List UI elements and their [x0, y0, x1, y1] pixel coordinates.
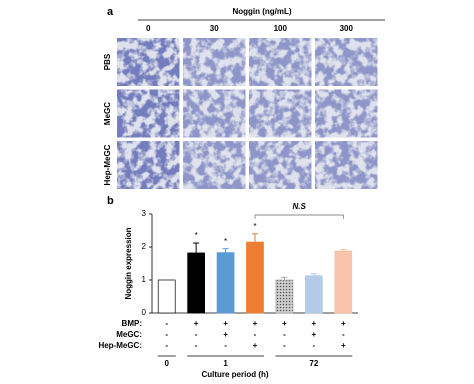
micrograph-stain — [117, 89, 180, 138]
condition-value: + — [223, 319, 228, 328]
condition-value: - — [165, 341, 168, 350]
micrograph-stain — [183, 38, 246, 86]
bar — [275, 279, 294, 314]
condition-value: - — [165, 319, 168, 328]
bracket — [254, 214, 344, 219]
condition-label: MeGC: — [116, 330, 142, 339]
panel-title: Noggin (ng/mL) — [232, 7, 291, 16]
column-label: 100 — [274, 24, 288, 33]
y-tick-label: 3 — [142, 209, 147, 218]
condition-value: - — [195, 330, 198, 339]
group-label: 0 — [164, 359, 169, 368]
bar — [216, 252, 235, 314]
bar — [334, 250, 353, 314]
condition-value: + — [341, 341, 346, 350]
micrograph-stain — [249, 141, 312, 189]
column-label: 300 — [340, 24, 354, 33]
micrograph-stain — [315, 89, 378, 138]
bar — [157, 279, 176, 314]
column-label: 30 — [210, 24, 219, 33]
condition-value: + — [223, 330, 228, 339]
condition-value: + — [312, 330, 317, 339]
condition-label: BMP: — [122, 319, 142, 328]
x-axis-label: Culture period (h) — [201, 370, 268, 379]
condition-value: + — [341, 319, 346, 328]
group-label: 72 — [309, 359, 318, 368]
y-tick-label: 2 — [142, 242, 147, 251]
condition-value: - — [283, 341, 286, 350]
condition-label: Hep-MeGC: — [98, 341, 142, 350]
condition-value: - — [224, 341, 227, 350]
bar — [246, 241, 264, 314]
micrograph-stain — [249, 38, 312, 86]
row-label: MeGC — [103, 102, 112, 125]
condition-value: - — [195, 341, 198, 350]
micrograph-stain — [315, 141, 378, 189]
condition-value: + — [253, 341, 258, 350]
condition-value: - — [165, 330, 168, 339]
bracket-label: N.S — [292, 202, 306, 211]
micrograph-stain — [249, 89, 312, 138]
micrograph-stain — [117, 38, 180, 86]
panel-label: b — [107, 195, 114, 207]
panel-label: a — [107, 6, 114, 18]
micrograph-stain — [315, 38, 378, 86]
bar — [187, 252, 205, 314]
condition-value: + — [282, 319, 287, 328]
condition-value: + — [194, 319, 199, 328]
condition-value: - — [313, 341, 316, 350]
condition-value: - — [342, 330, 345, 339]
micrograph-stain — [117, 141, 180, 189]
bar — [305, 275, 323, 314]
row-label: Hep-MeGC — [103, 144, 112, 185]
y-tick-label: 1 — [142, 275, 147, 284]
significance: * — [253, 222, 256, 231]
significance: * — [224, 237, 227, 246]
micrograph-stain — [183, 141, 246, 189]
significance: * — [195, 231, 198, 240]
group-label: 1 — [223, 359, 228, 368]
condition-value: + — [253, 319, 258, 328]
condition-value: + — [312, 319, 317, 328]
row-label: PBS — [103, 53, 112, 70]
micrograph-stain — [183, 89, 246, 138]
column-label: 0 — [146, 24, 151, 33]
condition-value: - — [283, 330, 286, 339]
y-axis-label: Noggin expression — [124, 227, 133, 299]
y-tick-label: 0 — [142, 308, 147, 317]
condition-value: - — [254, 330, 257, 339]
